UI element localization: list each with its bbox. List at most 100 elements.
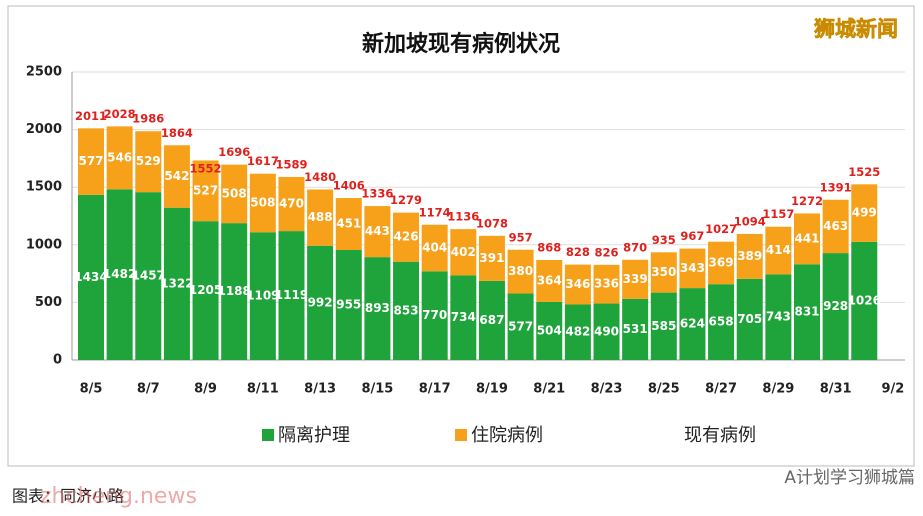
total-label: 957 — [509, 230, 533, 244]
bar-segment — [765, 226, 792, 275]
segment-label: 463 — [823, 219, 848, 233]
segment-label: 508 — [250, 195, 275, 209]
segment-label: 1457 — [132, 269, 165, 283]
footer-source: 图表：同济小路 — [12, 487, 124, 506]
bar-segment — [278, 231, 305, 360]
x-tick-label: 8/11 — [247, 382, 279, 397]
bar-segment — [593, 264, 620, 304]
total-label: 868 — [537, 241, 561, 255]
segment-label: 853 — [394, 303, 419, 317]
legend-label: 住院病例 — [471, 425, 543, 446]
bar-segment — [393, 261, 420, 360]
segment-label: 391 — [479, 251, 504, 265]
bar-segment — [478, 280, 505, 360]
segment-label: 542 — [164, 169, 189, 183]
total-label: 1272 — [791, 194, 823, 208]
total-label: 1406 — [333, 179, 365, 193]
segment-label: 369 — [709, 255, 734, 269]
total-label: 935 — [652, 233, 676, 247]
segment-label: 527 — [193, 183, 218, 197]
bar-segment — [364, 257, 391, 360]
bar-segment — [593, 303, 620, 360]
segment-label: 443 — [365, 224, 390, 238]
segment-label: 426 — [394, 230, 419, 244]
bar-segment — [106, 189, 133, 360]
segment-label: 831 — [794, 305, 819, 319]
segment-label: 658 — [709, 315, 734, 329]
segment-label: 743 — [766, 310, 791, 324]
segment-label: 577 — [508, 319, 533, 333]
bar-segment — [536, 260, 563, 302]
bar-segment — [364, 206, 391, 258]
bar-segment — [650, 252, 677, 293]
segment-label: 404 — [422, 241, 447, 255]
bar-segment — [650, 292, 677, 360]
bar-segment — [851, 241, 878, 360]
segment-label: 380 — [508, 264, 533, 278]
x-tick-label: 8/29 — [762, 382, 794, 397]
bar-segment — [78, 128, 104, 195]
bar-segment — [335, 249, 362, 360]
bar-segment — [794, 213, 820, 265]
segment-label: 531 — [623, 322, 648, 336]
bar-segment — [163, 207, 190, 360]
x-tick-label: 8/27 — [705, 382, 737, 397]
x-tick-label: 8/13 — [304, 382, 336, 397]
legend-label: 现有病例 — [684, 425, 756, 446]
total-label: 870 — [623, 240, 647, 254]
y-tick-label: 2000 — [26, 122, 62, 137]
segment-label: 546 — [107, 150, 132, 164]
bar-segment — [708, 284, 735, 360]
total-label: 1480 — [304, 170, 336, 184]
segment-label: 529 — [136, 154, 161, 168]
segment-label: 504 — [537, 323, 562, 337]
x-tick-label: 8/25 — [648, 382, 680, 397]
y-tick-label: 0 — [53, 353, 62, 368]
x-tick-label: 8/7 — [137, 382, 160, 397]
bar-segment — [421, 271, 448, 360]
bar-segment — [478, 235, 505, 281]
bar-segment — [106, 126, 133, 190]
segment-label: 928 — [823, 299, 848, 313]
segment-label: 734 — [451, 310, 476, 324]
bar-segment — [736, 278, 763, 360]
footer-account: A计划学习狮城篇 — [784, 468, 915, 488]
y-tick-label: 500 — [35, 295, 62, 310]
legend-swatch — [455, 429, 467, 441]
x-tick-label: 8/31 — [820, 382, 852, 397]
y-tick-label: 1000 — [26, 237, 62, 252]
bar-segment — [163, 145, 190, 208]
bar-segment — [736, 233, 763, 279]
bar-segment — [135, 131, 162, 193]
watermark: 狮城新闻 — [814, 17, 898, 41]
bar-segment — [249, 232, 276, 360]
bar-segment — [249, 173, 276, 233]
segment-label: 1119 — [275, 288, 308, 302]
bar-segment — [307, 189, 334, 246]
x-tick-label: 8/15 — [361, 382, 393, 397]
segment-label: 955 — [336, 297, 361, 311]
segment-label: 508 — [222, 186, 247, 200]
bar-segment — [450, 229, 477, 276]
x-tick-label: 8/19 — [476, 382, 508, 397]
bar-segment — [335, 198, 362, 250]
total-label: 1027 — [705, 222, 737, 236]
segment-label: 1205 — [189, 283, 222, 297]
segment-label: 441 — [794, 231, 819, 245]
segment-label: 482 — [565, 325, 590, 339]
segment-label: 705 — [737, 312, 762, 326]
bar-segment — [679, 288, 706, 360]
x-tick-label: 8/21 — [533, 382, 565, 397]
segment-label: 451 — [336, 217, 361, 231]
segment-label: 1109 — [246, 289, 279, 303]
x-tick-label: 8/23 — [591, 382, 623, 397]
total-label: 828 — [566, 245, 590, 259]
bar-segment — [622, 298, 649, 360]
y-tick-label: 2500 — [26, 65, 62, 80]
bar-segment — [221, 223, 248, 360]
bar-segment — [622, 259, 649, 299]
segment-label: 585 — [651, 319, 676, 333]
segment-label: 339 — [623, 272, 648, 286]
total-label: 1696 — [218, 145, 250, 159]
bar-segment — [564, 304, 591, 360]
